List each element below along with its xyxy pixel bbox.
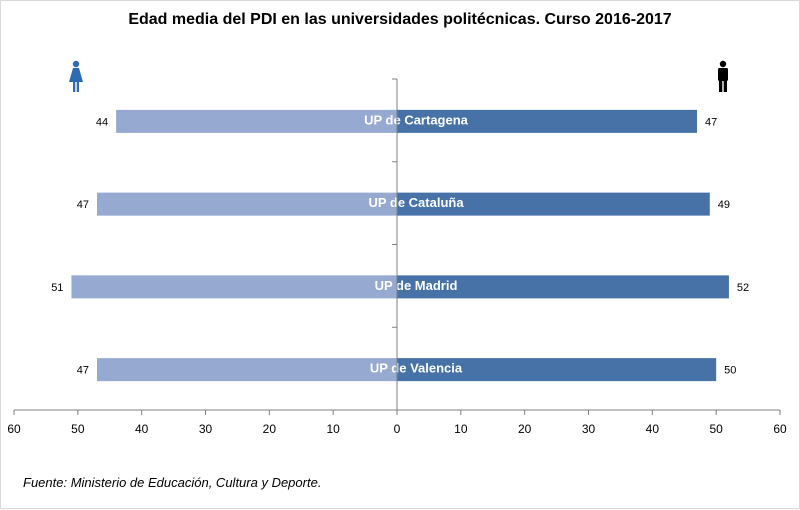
x-tick-label: 0 — [394, 422, 401, 436]
x-tick-label: 40 — [646, 422, 660, 436]
bar-female — [116, 109, 397, 133]
x-tick-label: 20 — [518, 422, 532, 436]
data-label-female: 47 — [77, 365, 89, 377]
chart-title: Edad media del PDI en las universidades … — [128, 11, 672, 28]
category-label: UP de Madrid — [375, 278, 458, 293]
bar-male — [397, 192, 710, 216]
x-tick-label: 60 — [773, 422, 787, 436]
x-tick-label: 20 — [263, 422, 277, 436]
data-label-female: 47 — [77, 199, 89, 211]
x-tick-label: 50 — [71, 422, 85, 436]
data-label-male: 50 — [724, 365, 736, 377]
data-label-male: 49 — [718, 199, 730, 211]
data-label-male: 52 — [737, 282, 749, 294]
female-icon — [69, 60, 83, 92]
x-tick-label: 30 — [199, 422, 213, 436]
data-label-female: 51 — [51, 282, 63, 294]
bar-male — [397, 109, 698, 133]
male-icon — [718, 60, 728, 92]
category-label: UP de Cataluña — [368, 195, 464, 210]
data-label-female: 44 — [96, 116, 108, 128]
x-tick-label: 10 — [454, 422, 468, 436]
category-label: UP de Cartagena — [364, 112, 469, 127]
x-tick-label: 30 — [582, 422, 596, 436]
bar-male — [397, 358, 717, 382]
bar-female — [71, 275, 397, 299]
bar-female — [96, 192, 397, 216]
x-tick-label: 60 — [7, 422, 21, 436]
bar-female — [96, 358, 397, 382]
x-tick-label: 50 — [709, 422, 723, 436]
x-tick-label: 40 — [135, 422, 149, 436]
category-label: UP de Valencia — [370, 361, 463, 376]
bar-male — [397, 275, 729, 299]
x-tick-label: 10 — [326, 422, 340, 436]
data-label-male: 47 — [705, 116, 717, 128]
source-note: Fuente: Ministerio de Educación, Cultura… — [23, 475, 322, 490]
